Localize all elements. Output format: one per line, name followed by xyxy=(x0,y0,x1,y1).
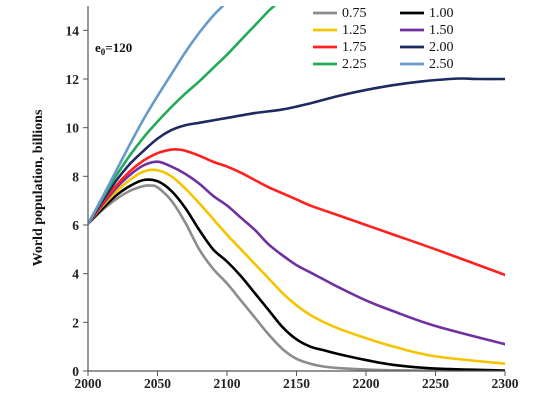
y-tick-label: 0 xyxy=(72,364,79,379)
series-line-1-75 xyxy=(88,147,505,277)
series-line-2-50 xyxy=(88,6,225,226)
y-ticks: 0 2 4 6 8 10 12 14 xyxy=(66,23,88,379)
series-line-2-25 xyxy=(88,6,276,226)
x-tick-label: 2200 xyxy=(353,376,380,391)
y-axis-title: World population, billions xyxy=(31,109,46,266)
y-tick-label: 8 xyxy=(72,169,79,184)
annotation-rest: =120 xyxy=(105,40,132,55)
y-tick-label: 12 xyxy=(66,72,80,87)
annotation-subscript: 0 xyxy=(101,47,106,57)
plot-lines xyxy=(88,6,505,371)
x-tick-label: 2150 xyxy=(283,376,310,391)
e0-annotation: e0=120 xyxy=(95,40,132,57)
y-tick-label: 6 xyxy=(72,218,79,233)
y-tick-label: 2 xyxy=(72,315,79,330)
annotation-base: e xyxy=(95,40,101,55)
legend-label: 1.25 xyxy=(342,23,367,38)
series-line-2-00 xyxy=(88,77,505,226)
x-tick-label: 2300 xyxy=(492,376,519,391)
series-line-1-00 xyxy=(88,178,505,371)
legend: 0.75 1.00 1.25 1.50 1.75 2.00 2.25 2.50 xyxy=(313,6,454,72)
legend-label: 1.75 xyxy=(342,40,367,55)
legend-label: 2.25 xyxy=(342,57,367,72)
series-line-1-25 xyxy=(88,168,505,365)
y-tick-label: 4 xyxy=(72,267,79,282)
y-tick-label: 14 xyxy=(66,23,80,38)
x-ticks: 2000 2050 2100 2150 2200 2250 2300 xyxy=(75,371,519,391)
x-tick-label: 2100 xyxy=(214,376,241,391)
legend-label: 2.00 xyxy=(429,40,454,55)
legend-label: 0.75 xyxy=(342,6,367,21)
series-line-1-50 xyxy=(88,160,505,346)
x-tick-label: 2250 xyxy=(422,376,449,391)
y-tick-label: 10 xyxy=(66,121,80,136)
x-tick-label: 2000 xyxy=(75,376,102,391)
legend-label: 2.50 xyxy=(429,57,454,72)
x-tick-label: 2050 xyxy=(144,376,171,391)
series-line-0-75 xyxy=(88,184,505,371)
legend-label: 1.00 xyxy=(429,6,454,21)
legend-label: 1.50 xyxy=(429,23,454,38)
